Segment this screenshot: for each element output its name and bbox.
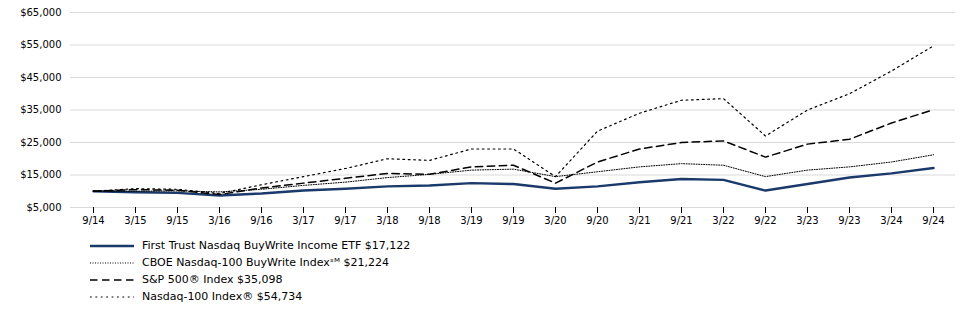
svg-text:9/16: 9/16	[250, 215, 272, 226]
svg-text:9/24: 9/24	[922, 215, 944, 226]
svg-text:3/15: 3/15	[124, 215, 146, 226]
svg-text:9/19: 9/19	[502, 215, 524, 226]
svg-text:9/20: 9/20	[586, 215, 608, 226]
svg-text:$45,000: $45,000	[20, 72, 61, 83]
svg-text:$15,000: $15,000	[20, 169, 61, 180]
svg-text:3/22: 3/22	[712, 215, 734, 226]
svg-text:9/14: 9/14	[82, 215, 104, 226]
svg-text:9/21: 9/21	[670, 215, 692, 226]
html-text:Nasdaq-100 Index® $54,734: Nasdaq-100 Index® $54,734	[142, 290, 303, 303]
svg-text:3/17: 3/17	[292, 215, 314, 226]
html-text:First Trust Nasdaq BuyWrite In: First Trust Nasdaq BuyWrite Income ETF $…	[142, 239, 411, 252]
svg-text:3/20: 3/20	[544, 215, 566, 226]
svg-text:3/21: 3/21	[628, 215, 650, 226]
svg-text:$35,000: $35,000	[20, 104, 61, 115]
svg-text:9/23: 9/23	[838, 215, 860, 226]
svg-text:3/18: 3/18	[376, 215, 398, 226]
html-text:CBOE Nasdaq-100 BuyWrite Index: CBOE Nasdaq-100 BuyWrite Indexˢᴹ $21,224	[142, 256, 389, 269]
html-text:S&P 500® Index $35,098: S&P 500® Index $35,098	[142, 273, 283, 286]
svg-text:3/16: 3/16	[208, 215, 230, 226]
svg-text:9/22: 9/22	[754, 215, 776, 226]
svg-text:3/23: 3/23	[796, 215, 818, 226]
svg-text:9/18: 9/18	[418, 215, 440, 226]
svg-text:$65,000: $65,000	[20, 7, 61, 18]
svg-text:9/15: 9/15	[166, 215, 188, 226]
svg-text:3/24: 3/24	[880, 215, 902, 226]
svg-text:$25,000: $25,000	[20, 137, 61, 148]
svg-text:3/19: 3/19	[460, 215, 482, 226]
svg-text:$5,000: $5,000	[27, 202, 62, 213]
svg-text:9/17: 9/17	[334, 215, 356, 226]
svg-text:$55,000: $55,000	[20, 39, 61, 50]
